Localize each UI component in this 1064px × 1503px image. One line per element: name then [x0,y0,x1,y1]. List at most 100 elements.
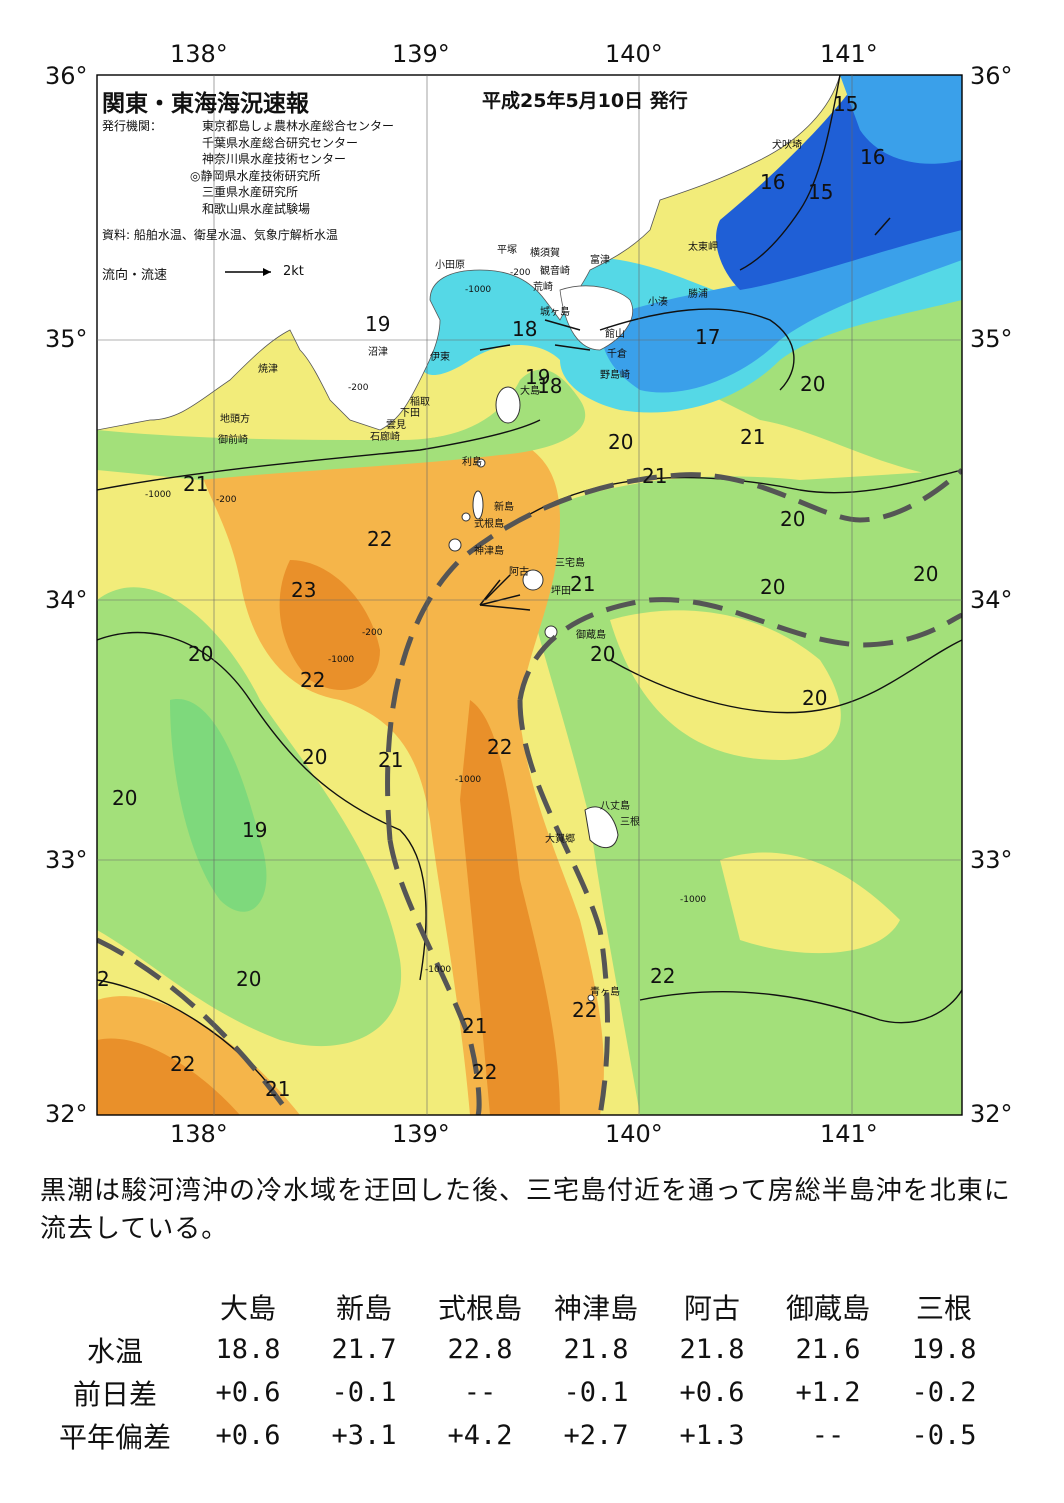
depth-label: -1000 [425,965,452,975]
place-shimoda: 下田 [400,408,420,419]
place-arasaki: 荒崎 [533,282,553,293]
place-aogashima: 青ヶ島 [590,987,620,998]
isotherm-21-southwest-line [97,979,281,1101]
island-shikinejima [461,512,471,522]
isotherm-label: 17 [695,325,721,349]
flow-legend-scale: 2kt [283,264,304,279]
place-ito: 伊東 [430,352,450,363]
isotherm-label: 19 [365,312,391,336]
place-mikurajima: 御蔵島 [576,630,606,641]
sst-23-band [460,700,560,1115]
column-header: 神津島 [553,1291,638,1325]
place-kumomi: 雲見 [386,420,406,431]
isotherm-17-line [599,308,795,391]
table-cell: +2.7 [563,1420,629,1451]
current-arrow [554,344,591,351]
table-cell: +0.6 [215,1420,281,1451]
isotherm-20-south-line [639,989,962,1024]
isotherm-label: 15 [808,180,834,204]
place-hachijojima: 八丈島 [600,801,630,812]
table-cell: -0.5 [911,1420,977,1451]
column-header: 式根島 [437,1291,522,1325]
lon-label-140-top: 140° [605,40,663,68]
isotherm-label: 20 [188,642,214,666]
table-cell: -0.2 [911,1377,977,1408]
isotherm-20-west-line [97,631,427,981]
table-cell: +0.6 [679,1377,745,1408]
table-cell: +0.6 [215,1377,281,1408]
depth-label: -1000 [455,775,482,785]
place-yokosuka: 横須賀 [530,248,560,259]
table-cell: +1.2 [795,1377,861,1408]
island-oshima [495,386,521,424]
lat-label-33-left: 33° [45,846,88,874]
table-cell: 22.8 [447,1334,513,1365]
table-row: 水温 18.8 21.7 22.8 21.8 21.8 21.6 19.8 [40,1328,1002,1371]
place-miyakejima: 三宅島 [555,558,585,569]
isotherm-label: 21 [642,464,668,488]
depth-label: -200 [362,628,383,638]
sst-20-coastal-band [97,369,586,480]
isotherm-label: 21 [740,425,766,449]
isotherm-label: 18 [512,317,538,341]
isotherm-label: 20 [236,967,262,991]
island-hachijojima [584,806,619,849]
lat-label-34-left: 34° [45,586,88,614]
issuer-item: 三重県水産研究所 [202,185,299,199]
place-inubouzaki: 犬吠埼 [772,140,802,151]
depth-label: -200 [216,495,237,505]
isotherm-label: 20 [760,575,786,599]
table-cell: 21.8 [563,1334,629,1365]
depth-label: -200 [348,383,369,393]
column-header: 三根 [915,1291,972,1325]
table-cell: +1.3 [679,1420,745,1451]
issuer-item: 神奈川県水産技術センター [202,152,347,166]
place-katsuura: 勝浦 [688,289,708,300]
row-header: 水温 [86,1334,143,1368]
place-irozaki: 石廊崎 [370,432,400,443]
isotherm-label: 22 [170,1052,196,1076]
isotherm-20-line [97,419,541,491]
current-arrow [479,604,531,611]
land-honshu [97,75,841,431]
table-row: 前日差 +0.6 -0.1 -- -0.1 +0.6 +1.2 -0.2 [40,1371,1002,1414]
current-arrow [479,579,501,606]
map-svg [96,74,963,1116]
flow-legend-label: 流向・流速 [102,268,168,283]
column-header: 大島 [219,1291,276,1325]
lat-label-32-left: 32° [45,1100,88,1128]
place-odawara: 小田原 [435,260,465,271]
issuer-label: 発行機関： [102,119,163,133]
place-chikura: 千倉 [607,349,627,360]
table-cell: 21.7 [331,1334,397,1365]
current-arrow [479,344,511,351]
isotherm-16-line [739,75,841,271]
place-oshima: 大島 [520,386,540,397]
lon-label-138-top: 138° [170,40,228,68]
lat-label-32-right: 32° [970,1100,1013,1128]
place-kannonzaki: 観音崎 [540,266,570,277]
isotherm-label: 22 [472,1060,498,1084]
island-toshima [476,458,486,468]
place-yaizu: 焼津 [258,364,278,375]
table-row: 平年偏差 +0.6 +3.1 +4.2 +2.7 +1.3 -- -0.5 [40,1414,1002,1457]
row-header: 前日差 [72,1377,157,1411]
table-cell: -- [811,1420,845,1451]
data-source: 資料: 船舶水温、衛星水温、気象庁解析水温 [102,228,338,242]
isotherm-label: 21 [378,748,404,772]
isotherm-label: 15 [833,92,859,116]
lat-label-33-right: 33° [970,846,1013,874]
sst-19-west-zone [170,699,267,912]
row-header: 平年偏差 [58,1420,171,1454]
sst-21-southeast-patch [720,852,900,954]
place-futtsu: 富津 [590,255,610,266]
isotherm-label: 20 [590,642,616,666]
island-aogashima [587,994,595,1002]
depth-label: -1000 [328,655,355,665]
isotherm-label: 22 [487,735,513,759]
lat-label-34-right: 34° [970,586,1013,614]
place-kominato: 小湊 [648,297,668,308]
issuer-item: ◎静岡県水産技術研究所 [190,168,321,183]
column-header: 御蔵島 [785,1291,870,1325]
isotherm-label: 20 [608,430,634,454]
